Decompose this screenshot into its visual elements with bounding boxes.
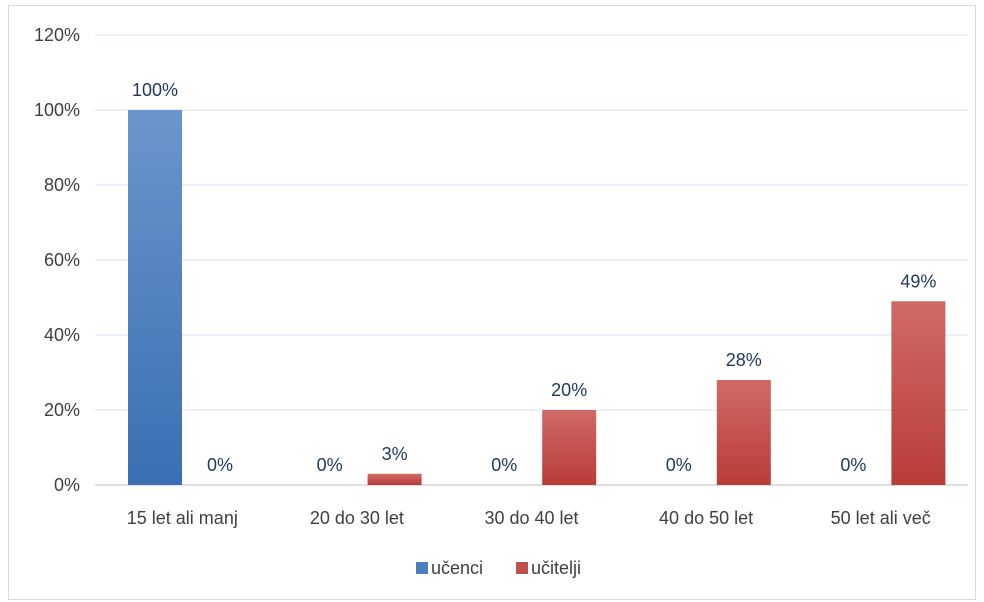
bar-ucitelji	[542, 410, 597, 485]
y-tick-label: 80%	[44, 175, 80, 195]
data-label: 0%	[840, 455, 866, 475]
y-tick-label: 60%	[44, 250, 80, 270]
y-tick-label: 40%	[44, 325, 80, 345]
bar-ucitelji	[367, 473, 422, 485]
data-label: 28%	[726, 350, 762, 370]
data-label: 3%	[382, 444, 408, 464]
bar-ucenci	[128, 110, 182, 485]
data-label: 0%	[491, 455, 517, 475]
legend-swatch	[516, 562, 528, 574]
bar-ucitelji	[891, 301, 946, 485]
x-tick-label: 40 do 50 let	[659, 508, 753, 528]
data-label: 100%	[132, 80, 178, 100]
y-tick-label: 100%	[34, 100, 80, 120]
data-label: 0%	[666, 455, 692, 475]
legend-swatch	[416, 562, 428, 574]
x-tick-label: 50 let ali več	[831, 508, 931, 528]
x-tick-label: 15 let ali manj	[127, 508, 238, 528]
y-tick-label: 20%	[44, 400, 80, 420]
legend-label: učitelji	[531, 558, 581, 578]
y-tick-label: 0%	[54, 475, 80, 495]
bar-ucitelji	[716, 380, 771, 485]
legend-label: učenci	[431, 558, 483, 578]
data-label: 20%	[551, 380, 587, 400]
data-label: 0%	[207, 455, 233, 475]
x-tick-label: 20 do 30 let	[310, 508, 404, 528]
x-tick-label: 30 do 40 let	[484, 508, 578, 528]
data-label: 0%	[317, 455, 343, 475]
data-label: 49%	[900, 271, 936, 291]
legend: učenci učitelji	[416, 558, 581, 578]
y-tick-label: 120%	[34, 25, 80, 45]
